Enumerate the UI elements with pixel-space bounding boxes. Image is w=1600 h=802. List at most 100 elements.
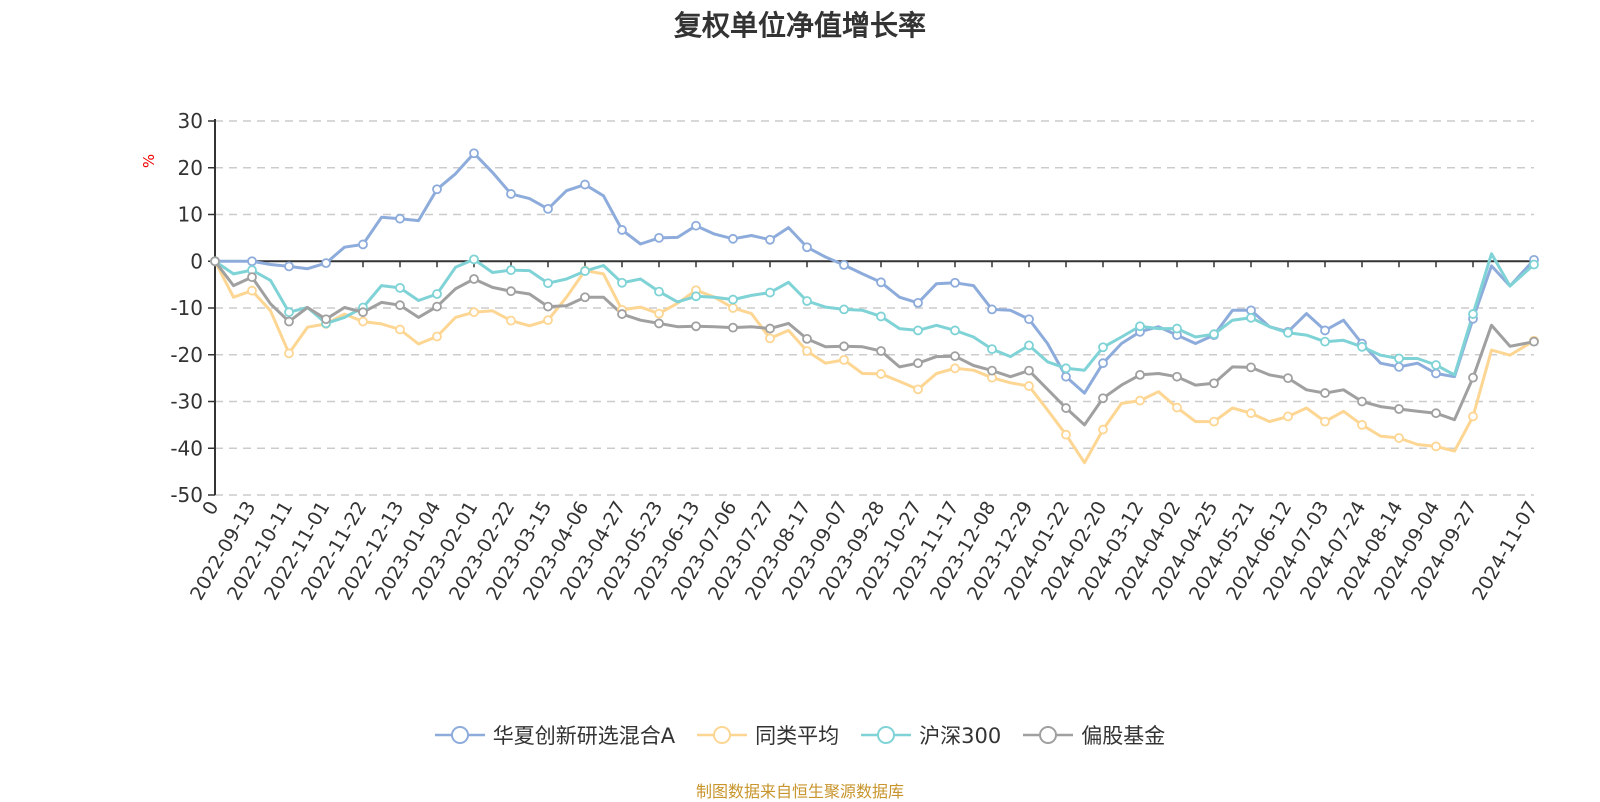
- legend: 华夏创新研选混合A 同类平均 沪深300 偏股基金: [0, 720, 1600, 750]
- y-tick-label: -50: [170, 483, 203, 507]
- series-line-3: [213, 260, 1535, 427]
- data-point-marker: [913, 325, 923, 336]
- data-point-marker: [876, 346, 886, 356]
- data-point-marker: [580, 179, 590, 190]
- data-point-marker: [210, 256, 220, 267]
- data-point-marker: [358, 307, 368, 318]
- data-point-marker: [1283, 327, 1293, 338]
- data-point-marker: [654, 308, 664, 319]
- data-point-marker: [876, 277, 886, 288]
- legend-line-circle-icon: [434, 726, 485, 744]
- data-point-marker: [1431, 441, 1441, 452]
- data-point-marker: [728, 233, 738, 244]
- data-point-marker: [876, 369, 886, 379]
- data-point-marker: [913, 358, 923, 369]
- data-point-marker: [1283, 411, 1293, 422]
- data-point-marker: [654, 318, 664, 329]
- data-point-marker: [284, 348, 294, 359]
- data-point-marker: [1209, 416, 1219, 427]
- data-point-marker: [950, 325, 960, 336]
- data-point-marker: [1529, 259, 1539, 270]
- data-point-marker: [469, 274, 479, 284]
- data-point-marker: [1431, 368, 1441, 379]
- legend-item-peer-average[interactable]: 同类平均: [697, 720, 839, 750]
- data-point-marker: [913, 297, 923, 308]
- data-point-marker: [1061, 363, 1071, 374]
- data-point-marker: [1357, 396, 1367, 407]
- data-point-marker: [1135, 321, 1145, 332]
- data-point-marker: [1320, 388, 1330, 398]
- data-point-marker: [1061, 429, 1071, 440]
- y-tick-label: -30: [170, 390, 203, 414]
- data-point-marker: [839, 354, 849, 365]
- data-point-marker: [247, 272, 257, 283]
- data-point-marker: [1061, 403, 1071, 413]
- data-point-marker: [358, 239, 368, 250]
- data-point-marker: [987, 365, 997, 376]
- data-point-marker: [1357, 341, 1367, 352]
- data-point-marker: [1098, 342, 1108, 353]
- data-point-marker: [691, 220, 701, 231]
- legend-label: 华夏创新研选混合A: [492, 724, 676, 748]
- data-point-marker: [580, 266, 590, 276]
- data-point-marker: [1283, 373, 1293, 384]
- data-point-marker: [395, 213, 405, 224]
- data-point-marker: [1394, 353, 1404, 364]
- y-tick-label: 10: [178, 203, 203, 227]
- data-point-marker: [765, 234, 775, 245]
- data-point-marker: [654, 286, 664, 297]
- data-point-marker: [247, 256, 257, 267]
- grid-lines: [215, 120, 1534, 496]
- y-tick-label: -10: [170, 296, 203, 320]
- data-point-marker: [506, 286, 516, 297]
- data-point-marker: [1431, 408, 1441, 419]
- x-tick-label: 0: [198, 498, 223, 519]
- data-point-marker: [1098, 393, 1108, 404]
- y-tick-label: 30: [178, 109, 203, 133]
- data-point-marker: [1320, 416, 1330, 427]
- data-point-marker: [1172, 323, 1182, 334]
- data-point-marker: [395, 282, 405, 293]
- legend-label: 同类平均: [755, 724, 840, 748]
- data-point-marker: [1172, 402, 1182, 413]
- data-point-marker: [950, 277, 960, 288]
- data-point-marker: [247, 285, 257, 296]
- data-point-marker: [1320, 325, 1330, 336]
- legend-item-fund[interactable]: 华夏创新研选混合A: [434, 720, 676, 750]
- data-point-marker: [1098, 358, 1108, 369]
- data-point-marker: [469, 307, 479, 318]
- data-point-marker: [432, 289, 442, 299]
- data-point-marker: [543, 278, 553, 289]
- data-point-marker: [802, 346, 812, 356]
- data-point-marker: [765, 333, 775, 344]
- series-line-0: [215, 151, 1536, 395]
- axes: 3020100-10-20-30-40-5002022-09-132022-10…: [170, 109, 1542, 604]
- data-point-marker: [1024, 381, 1034, 391]
- data-point-marker: [1024, 340, 1034, 351]
- data-point-marker: [1135, 369, 1145, 380]
- data-point-marker: [1209, 378, 1219, 389]
- data-point-marker: [506, 265, 516, 276]
- data-point-marker: [1024, 314, 1034, 325]
- data-point-marker: [617, 309, 627, 319]
- data-point-marker: [1135, 395, 1145, 406]
- data-point-marker: [1246, 408, 1256, 419]
- legend-label: 沪深300: [919, 724, 1002, 748]
- data-point-marker: [728, 322, 738, 333]
- data-point-marker: [617, 225, 627, 235]
- data-point-marker: [321, 314, 331, 325]
- series-markers: [210, 148, 1539, 452]
- data-point-marker: [802, 333, 812, 344]
- data-point-marker: [1320, 336, 1330, 347]
- data-point-marker: [1394, 433, 1404, 443]
- data-point-marker: [1098, 424, 1108, 435]
- data-point-marker: [913, 384, 923, 395]
- y-tick-label: -20: [170, 343, 203, 367]
- data-point-marker: [432, 301, 442, 312]
- data-point-marker: [765, 287, 775, 298]
- data-point-marker: [284, 261, 294, 272]
- data-point-marker: [802, 242, 812, 253]
- legend-item-equity-funds[interactable]: 偏股基金: [1023, 720, 1165, 750]
- legend-item-csi300[interactable]: 沪深300: [861, 720, 1001, 750]
- legend-label: 偏股基金: [1081, 724, 1166, 748]
